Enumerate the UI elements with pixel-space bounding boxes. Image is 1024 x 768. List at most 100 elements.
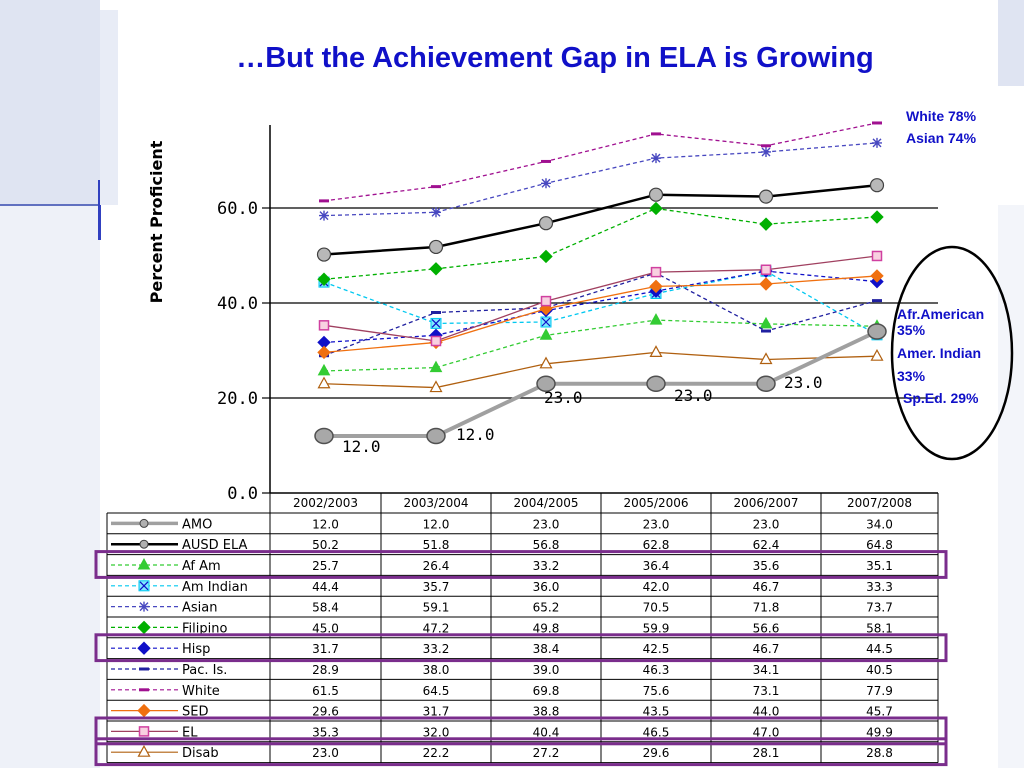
data-point xyxy=(650,266,662,278)
data-point xyxy=(430,335,442,347)
table-cell-value: 47.2 xyxy=(423,621,450,635)
data-point xyxy=(649,345,663,357)
table-cell-value: 43.5 xyxy=(643,705,670,719)
x-category-label: 2002/2003 xyxy=(293,496,358,510)
data-table: 2002/2003 2003/2004 2004/2005 2005/2006 2006… xyxy=(94,493,948,767)
left-decor-panel xyxy=(0,0,100,205)
legend-label: SED xyxy=(182,705,208,720)
table-cell-value: 73.1 xyxy=(753,684,780,698)
data-point xyxy=(429,262,443,276)
series-line xyxy=(323,207,878,280)
data-point xyxy=(137,620,151,635)
data-point xyxy=(139,601,149,612)
table-cell-value: 23.0 xyxy=(643,517,670,531)
data-point xyxy=(758,189,774,204)
table-cell-value: 49.8 xyxy=(533,621,560,635)
data-point xyxy=(870,348,884,361)
legend-marker xyxy=(139,518,149,528)
data-point xyxy=(137,557,151,570)
amo-data-label: 23.0 xyxy=(784,373,823,392)
data-point xyxy=(431,319,441,328)
series-line xyxy=(323,270,878,336)
table-cell-value: 45.7 xyxy=(866,705,893,719)
right-decor-panel xyxy=(998,0,1024,86)
table-cell-value: 12.0 xyxy=(312,517,339,531)
y-tick-label: 60.0 xyxy=(217,199,258,219)
chart-series: 12.0 12.0 23.0 23.0 23.0 xyxy=(314,121,887,456)
table-cell-value: 35.7 xyxy=(423,580,450,594)
slide-title: …But the Achievement Gap in ELA is Growi… xyxy=(236,42,874,74)
table-cell-value: 23.0 xyxy=(533,517,560,531)
table-cell-value: 36.0 xyxy=(533,580,560,594)
table-cell-value: 62.4 xyxy=(753,538,780,552)
table-cell-value: 46.3 xyxy=(643,663,670,677)
series-sed xyxy=(317,269,884,360)
table-cell-value: 75.6 xyxy=(643,684,670,698)
series-el xyxy=(318,250,883,347)
table-cell-value: 56.6 xyxy=(753,621,780,635)
table-cell-value: 34.0 xyxy=(866,517,893,531)
series-ausd-ela xyxy=(316,178,885,262)
legend-label: Af Am xyxy=(182,559,221,574)
data-point xyxy=(429,380,443,393)
series-asian xyxy=(319,137,882,221)
table-cell-value: 58.1 xyxy=(866,621,893,635)
table-cell-value: 46.7 xyxy=(753,642,780,656)
amo-point xyxy=(756,375,776,392)
data-point xyxy=(870,210,884,224)
table-cell-value: 23.0 xyxy=(753,517,780,531)
table-cell-value: 28.1 xyxy=(753,746,780,760)
highlight-box-af-am xyxy=(94,550,948,579)
callout-amer-indian: Amer. Indian xyxy=(897,345,982,361)
legend-label: Am Indian xyxy=(182,580,248,595)
highlight-box-disab xyxy=(94,737,948,767)
data-point xyxy=(539,328,553,340)
table-cell-value: 35.3 xyxy=(312,725,339,739)
x-category-label: 2003/2004 xyxy=(403,496,468,510)
table-cell-value: 70.5 xyxy=(643,601,670,615)
table-cell-value: 23.0 xyxy=(312,746,339,760)
table-cell-value: 64.5 xyxy=(423,684,450,698)
table-cell-value: 59.1 xyxy=(423,601,450,615)
table-cell-value: 56.8 xyxy=(533,538,560,552)
data-point xyxy=(317,363,331,376)
table-cell-value: 73.7 xyxy=(866,601,893,615)
data-point xyxy=(541,317,551,327)
series-line xyxy=(323,351,878,389)
table-cell-value: 62.8 xyxy=(643,538,670,552)
y-tick-label: 0.0 xyxy=(227,484,258,504)
table-cell-value: 31.7 xyxy=(423,705,450,719)
callout-sped: Sp.Ed. 29% xyxy=(903,390,979,406)
data-point xyxy=(428,239,444,255)
table-cell-value: 34.1 xyxy=(753,663,780,677)
data-point xyxy=(649,279,663,294)
data-point xyxy=(759,217,773,231)
table-cell-value: 38.0 xyxy=(423,663,450,677)
y-tick-label: 40.0 xyxy=(217,294,258,314)
left-decor-strip xyxy=(0,205,100,768)
callout-oval xyxy=(890,245,1014,461)
amo-point xyxy=(426,427,446,445)
series-line xyxy=(324,329,878,438)
callout-asian: Asian 74% xyxy=(906,130,977,146)
table-cell-value: 12.0 xyxy=(423,517,450,531)
data-point xyxy=(541,178,551,189)
table-cell-value: 58.4 xyxy=(312,601,339,615)
table-cell-value: 31.7 xyxy=(312,642,339,656)
series-line xyxy=(323,275,878,354)
amo-data-label: 23.0 xyxy=(544,388,583,407)
table-cell-value: 44.5 xyxy=(866,642,893,656)
table-cell-value: 36.4 xyxy=(643,559,670,573)
legend-label: EL xyxy=(182,725,198,740)
data-point xyxy=(318,320,330,331)
data-point xyxy=(429,360,443,373)
table-cell-value: 28.9 xyxy=(312,663,339,677)
legend-marker xyxy=(139,539,149,549)
data-point xyxy=(871,250,883,262)
table-cell-value: 39.0 xyxy=(533,663,560,677)
callout-afr-american-pct: 35% xyxy=(897,322,926,338)
table-cell-value: 38.8 xyxy=(533,705,560,719)
series-line xyxy=(323,255,878,342)
table-cell-value: 35.6 xyxy=(753,559,780,573)
table-cell-value: 26.4 xyxy=(423,559,450,573)
